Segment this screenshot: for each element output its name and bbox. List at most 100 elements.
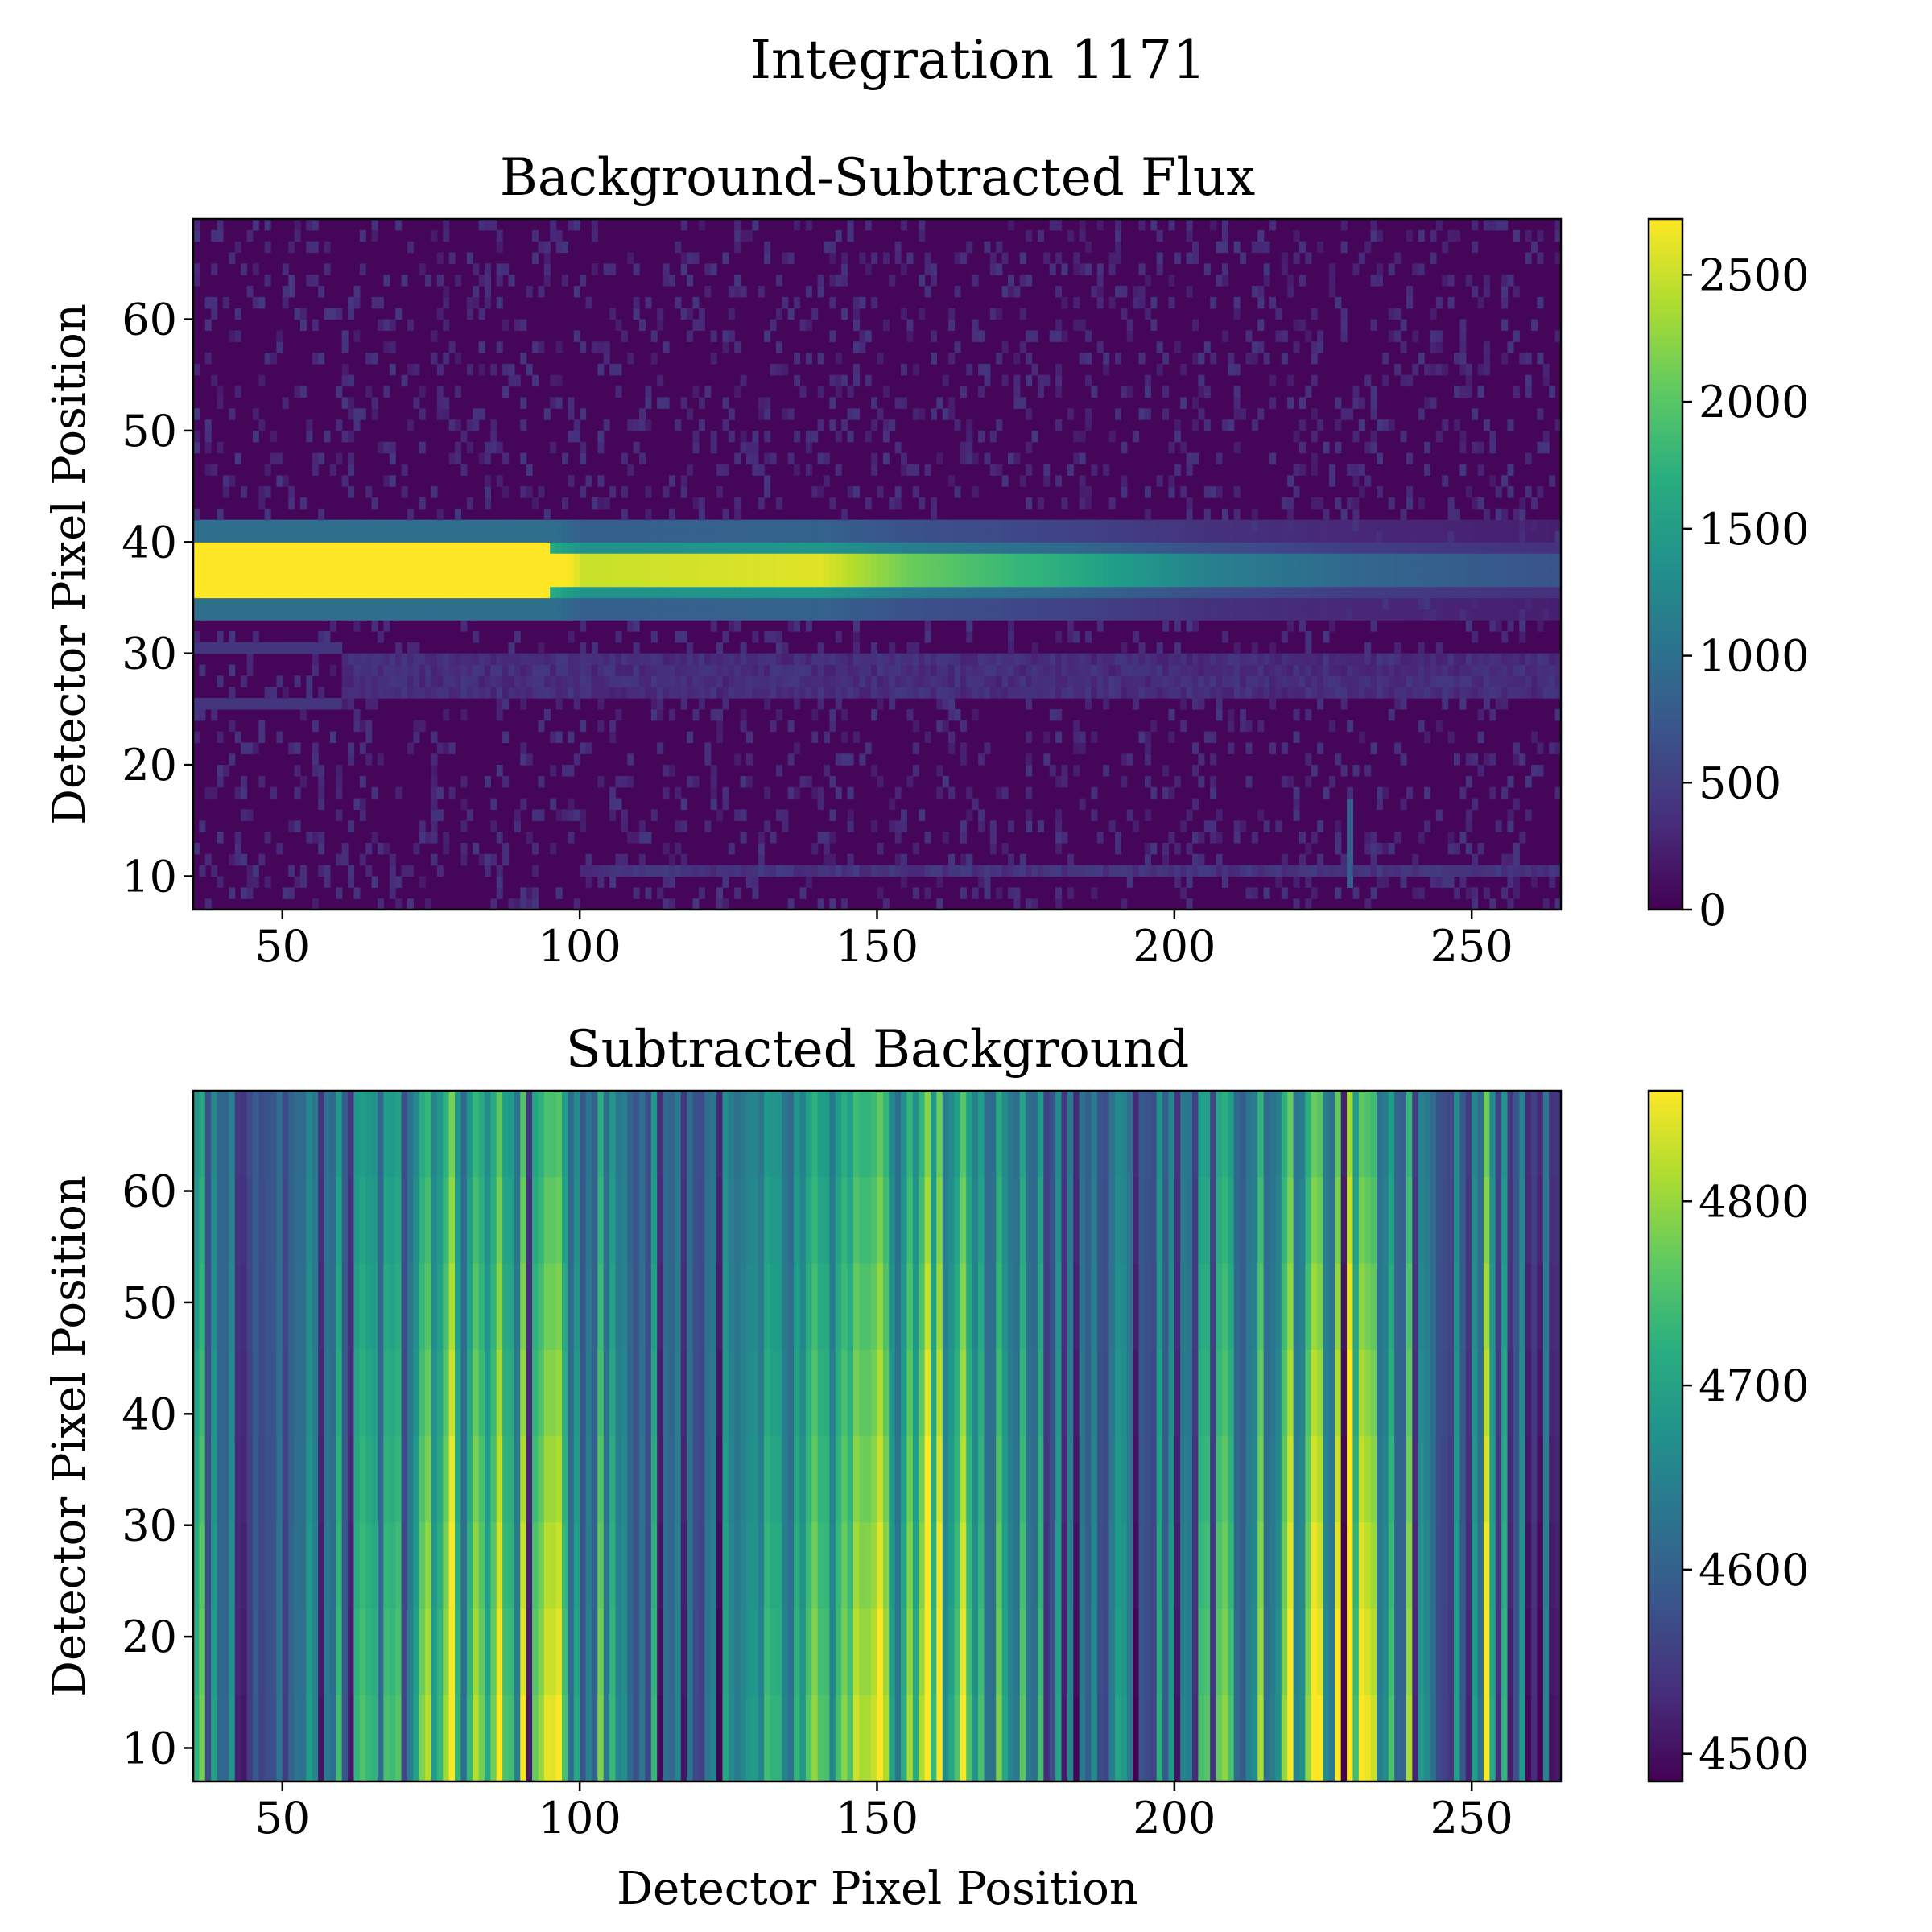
heatmap-cell	[1472, 653, 1479, 666]
heatmap-cell	[1019, 542, 1026, 554]
heatmap-cell	[466, 664, 473, 676]
heatmap-cell	[532, 252, 539, 264]
heatmap-cell	[1203, 609, 1211, 621]
heatmap-cell	[984, 865, 991, 877]
heatmap-cell	[871, 865, 878, 877]
heatmap-cell	[520, 564, 527, 576]
heatmap-cell	[1156, 642, 1163, 654]
heatmap-cell	[1382, 687, 1389, 699]
heatmap-cell	[1114, 353, 1121, 365]
heatmap-cell	[799, 675, 807, 687]
heatmap-cell	[1126, 586, 1133, 599]
heatmap-cell	[1394, 865, 1402, 877]
heatmap-cell	[1298, 664, 1306, 676]
heatmap-cell	[1352, 530, 1360, 543]
heatmap-cell	[859, 653, 866, 666]
heatmap-cell	[657, 519, 664, 532]
heatmap-cell	[484, 597, 491, 609]
heatmap-cell	[1424, 609, 1431, 621]
heatmap-cell	[324, 241, 331, 254]
heatmap-cell	[675, 687, 682, 699]
heatmap-cell	[1186, 252, 1193, 264]
heatmap-cell	[550, 542, 557, 554]
heatmap-cell	[1347, 597, 1354, 609]
heatmap-cell	[1472, 597, 1479, 609]
heatmap-cell	[1210, 519, 1217, 532]
heatmap-cell	[752, 464, 759, 476]
heatmap-cell	[882, 530, 890, 543]
heatmap-cell	[473, 519, 480, 532]
heatmap-cell	[1245, 553, 1253, 565]
heatmap-cell	[1180, 687, 1187, 699]
heatmap-cell	[627, 675, 634, 687]
heatmap-cell	[942, 542, 949, 554]
heatmap-cell	[645, 508, 652, 521]
heatmap-cell	[1055, 542, 1063, 554]
heatmap-cell	[264, 275, 271, 287]
heatmap-cell	[1037, 542, 1044, 554]
heatmap-cell	[989, 664, 997, 676]
heatmap-cell	[383, 530, 390, 543]
heatmap-cell	[443, 742, 450, 754]
heatmap-cell	[1435, 720, 1443, 733]
heatmap-cell	[555, 731, 563, 744]
heatmap-cell	[419, 609, 426, 621]
heatmap-cell	[348, 564, 355, 576]
heatmap-cell	[989, 609, 997, 621]
heatmap-cell	[871, 653, 878, 666]
heatmap-cell	[371, 575, 378, 588]
heatmap-cell	[490, 675, 497, 687]
heatmap-cell	[1108, 263, 1116, 275]
heatmap-cell	[936, 452, 943, 465]
heatmap-cell	[1298, 319, 1306, 331]
heatmap-cell	[348, 675, 355, 687]
heatmap-cell	[299, 865, 307, 877]
heatmap-cell	[692, 675, 700, 687]
heatmap-cell	[413, 653, 420, 666]
heatmap-cell	[580, 486, 587, 498]
heatmap-cell	[865, 219, 872, 231]
heatmap-cell	[1382, 653, 1389, 666]
heatmap-cell	[591, 263, 598, 275]
heatmap-cell	[318, 631, 325, 643]
heatmap-cell	[359, 229, 366, 242]
heatmap-cell	[704, 609, 712, 621]
heatmap-cell	[359, 853, 366, 866]
heatmap-cell	[413, 597, 420, 609]
heatmap-cell	[1240, 720, 1247, 733]
heatmap-cell	[687, 542, 694, 554]
heatmap-cell	[455, 664, 462, 676]
heatmap-cell	[1406, 675, 1413, 687]
heatmap-cell	[407, 553, 414, 565]
heatmap-cell	[1055, 419, 1063, 431]
heatmap-cell	[1257, 319, 1265, 331]
heatmap-cell	[865, 664, 872, 676]
heatmap-cell	[1174, 519, 1181, 532]
heatmap-cell	[1121, 664, 1128, 676]
heatmap-cell	[1198, 519, 1205, 532]
heatmap-cell	[1233, 530, 1241, 543]
heatmap-cell	[996, 542, 1003, 554]
heatmap-cell	[222, 296, 229, 309]
heatmap-cell	[1465, 519, 1472, 532]
heatmap-cell	[1477, 464, 1484, 476]
heatmap-cell	[550, 219, 557, 231]
heatmap-cell	[1495, 620, 1502, 632]
heatmap-cell	[466, 519, 473, 532]
heatmap-cell	[597, 698, 605, 710]
heatmap-cell	[936, 597, 943, 609]
heatmap-cell	[1055, 286, 1063, 298]
heatmap-cell	[1162, 542, 1170, 554]
heatmap-cell	[348, 374, 355, 387]
heatmap-cell	[1430, 597, 1437, 609]
heatmap-cell	[1406, 586, 1413, 599]
heatmap-cell	[1459, 363, 1467, 376]
heatmap-cell	[1079, 653, 1086, 666]
heatmap-cell	[859, 341, 866, 353]
heatmap-cell	[1108, 252, 1116, 264]
heatmap-cell	[668, 653, 675, 666]
heatmap-cell	[568, 798, 575, 811]
heatmap-cell	[478, 586, 485, 599]
heatmap-cell	[603, 553, 610, 565]
heatmap-cell	[484, 486, 491, 498]
